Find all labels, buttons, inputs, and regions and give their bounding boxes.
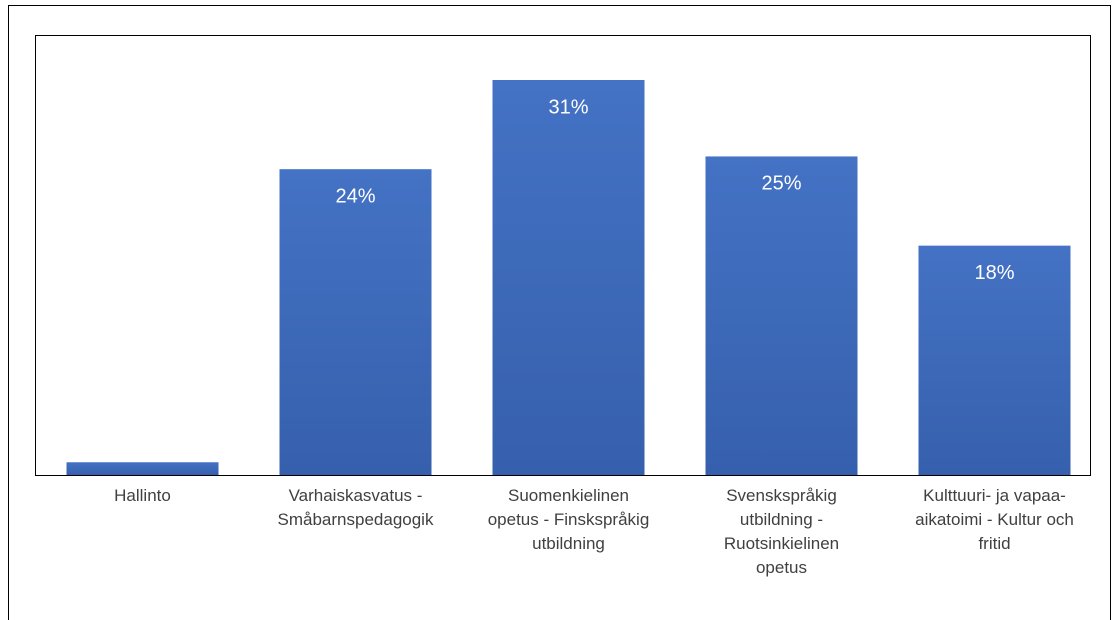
- bar: [705, 156, 858, 476]
- x-tick-label: Suomenkielinen opetus - Finskspråkig utb…: [487, 486, 650, 553]
- chart-border: [8, 5, 1111, 620]
- x-tick-label: Hallinto: [114, 486, 171, 505]
- x-tick-label: Varhaiskasvatus - Småbarnspedagogik: [277, 486, 434, 529]
- bar: [492, 80, 645, 475]
- value-label: 18%: [974, 262, 1014, 284]
- value-label: 31%: [548, 96, 588, 118]
- value-label: 1%: [128, 435, 157, 457]
- x-tick-label: Svenskspråkig utbildning - Ruotsinkielin…: [723, 486, 840, 577]
- bar: [918, 245, 1071, 475]
- value-label: 25%: [761, 173, 801, 195]
- bar: [279, 169, 432, 475]
- x-tick-label: Kulttuuri- ja vapaa- aikatoimi - Kultur …: [915, 486, 1074, 553]
- bar: [66, 462, 219, 475]
- value-label: 24%: [335, 185, 375, 207]
